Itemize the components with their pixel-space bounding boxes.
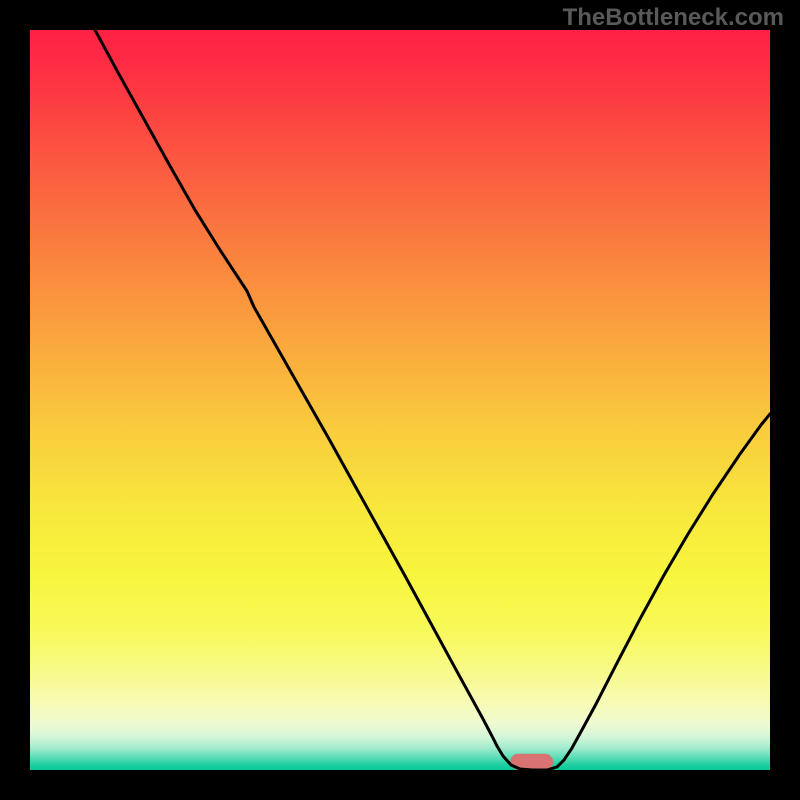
watermark-text: TheBottleneck.com <box>563 4 784 32</box>
heatmap-background <box>30 30 770 770</box>
chart-svg <box>0 0 800 800</box>
bottleneck-chart: TheBottleneck.com <box>0 0 800 800</box>
